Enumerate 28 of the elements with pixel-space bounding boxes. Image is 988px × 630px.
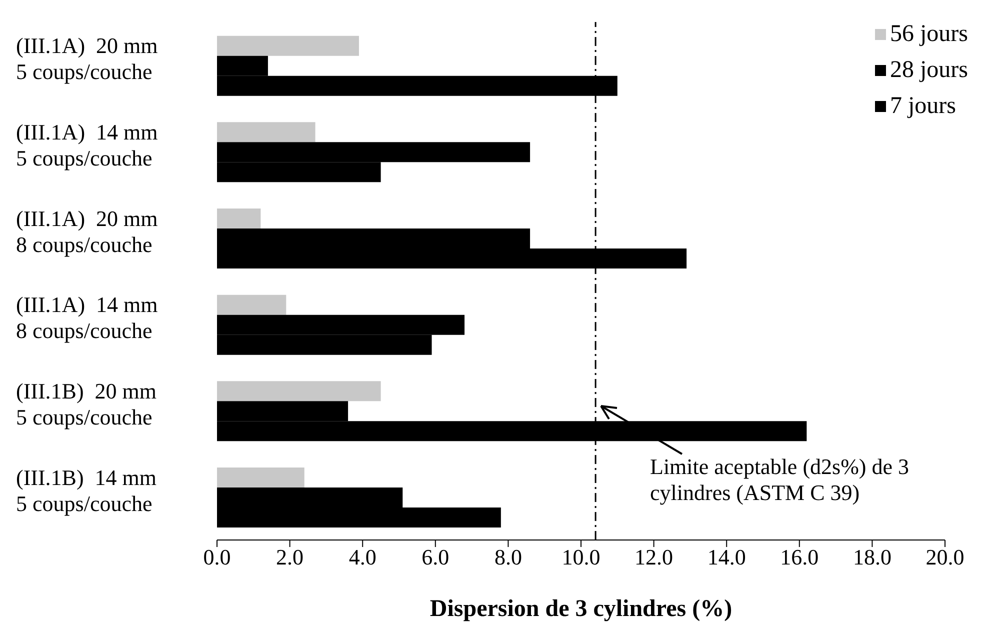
y-tick-label: (III.1A) 20 mm 5 coups/couche	[16, 33, 158, 84]
legend-label: 28 jours	[890, 56, 968, 85]
x-tick-label: 16.0	[780, 544, 819, 570]
x-tick-label: 18.0	[852, 544, 892, 570]
y-tick-label: (III.1B) 14 mm 5 coups/couche	[16, 464, 157, 516]
x-axis-title: Dispersion de 3 cylindres (%)	[430, 596, 732, 622]
legend-label: 56 jours	[890, 20, 968, 49]
bar	[217, 294, 286, 315]
annotation: Limite aceptable (d2s%) de 3 cylindres (ASTM C 39)	[650, 454, 910, 506]
x-tick-label: 20.0	[926, 544, 964, 570]
x-tick-label: 4.0	[348, 544, 376, 570]
bar	[217, 36, 359, 56]
bar	[217, 122, 316, 142]
y-tick-label: (III.1B) 20 mm 5 coups/couche	[16, 378, 157, 430]
legend-label: 7 jours	[890, 92, 956, 121]
x-tick-label: 10.0	[562, 544, 600, 570]
y-tick-label: (III.1A) 14 mm 8 coups/couche	[16, 292, 158, 344]
y-tick-label: (III.1A) 14 mm 5 coups/couche	[16, 120, 158, 170]
y-tick-label: (III.1A) 20 mm 8 coups/couche	[16, 206, 158, 257]
bar	[217, 467, 304, 488]
bar	[217, 208, 261, 228]
x-tick-label: 12.0	[634, 544, 674, 570]
x-tick-label: 2.0	[276, 544, 304, 570]
bar	[217, 381, 381, 402]
x-tick-label: 0.0	[203, 544, 231, 570]
x-tick-label: 8.0	[494, 544, 522, 570]
x-tick-label: 6.0	[422, 544, 450, 570]
x-tick-label: 14.0	[707, 544, 746, 570]
